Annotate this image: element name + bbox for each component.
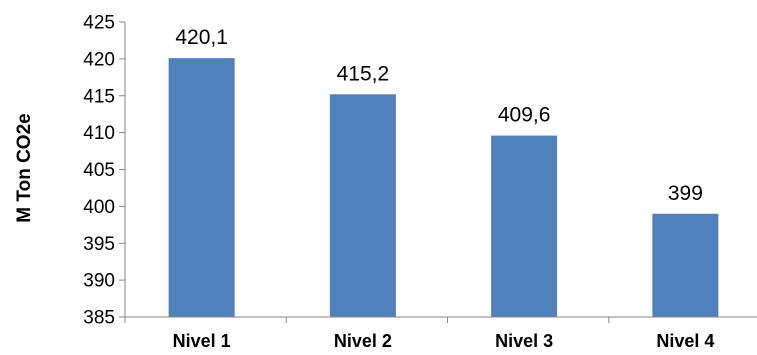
y-axis: 385 390 395 400 405 410 415 420 425	[83, 13, 125, 329]
bar-3	[491, 135, 558, 317]
data-label: 420,1	[175, 26, 228, 49]
data-label: 409,6	[498, 104, 551, 127]
y-tick-label: 400	[83, 197, 115, 218]
y-tick-label: 410	[83, 123, 115, 144]
x-tick-label: Nivel 1	[173, 331, 231, 351]
bar-4	[652, 213, 719, 317]
y-tick-label: 395	[83, 234, 115, 255]
x-tick-label: Nivel 2	[334, 331, 392, 351]
y-axis-title: M Ton CO2e	[14, 113, 35, 222]
y-tick-label: 425	[83, 13, 115, 34]
x-tick-label: Nivel 4	[656, 331, 714, 351]
bar-2	[329, 94, 396, 318]
y-tick-label: 415	[83, 86, 115, 107]
y-tick-label: 385	[83, 308, 115, 329]
data-label: 415,2	[337, 62, 390, 85]
x-tick-label: Nivel 3	[495, 331, 553, 351]
data-label: 399	[668, 182, 703, 205]
x-axis: Nivel 1 Nivel 2 Nivel 3 Nivel 4	[124, 317, 714, 351]
y-tick-label: 405	[83, 160, 115, 181]
y-tick-label: 390	[83, 271, 115, 292]
bar-1	[168, 58, 235, 317]
bars: 420,1 415,2 409,6 399	[168, 26, 719, 318]
y-tick-label: 420	[83, 49, 115, 70]
